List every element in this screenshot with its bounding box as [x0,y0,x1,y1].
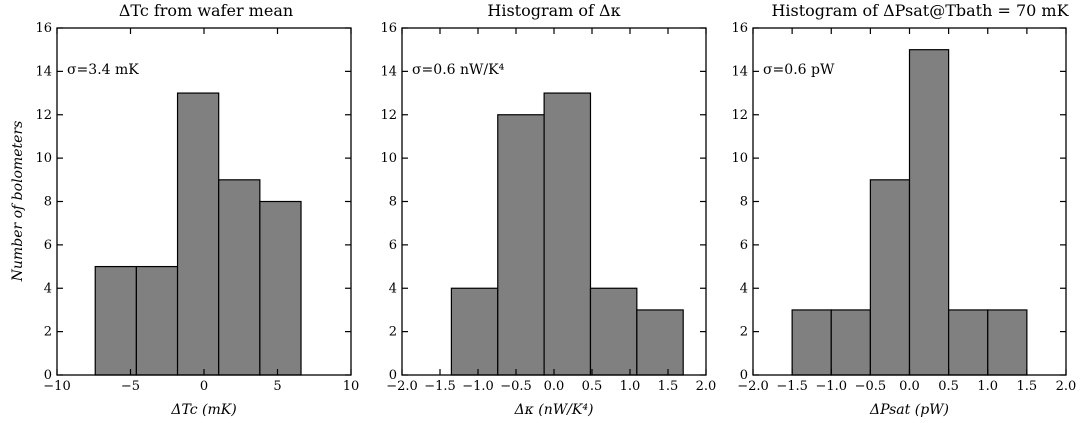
x-tick-label: 0.5 [582,379,603,394]
panel-delta-kappa: −2.0 −1.5 −1.0 −0.5 0.0 0.5 1.0 1.5 2.0 0 2 4 6 8 10 12… [380,1,716,418]
y-tick-label: 2 [740,325,748,340]
y-tick-label: 6 [44,238,52,253]
x-tick-label: 2.0 [1056,379,1077,394]
sigma-annotation: σ=0.6 nW/K⁴ [412,62,505,78]
x-tick-label: 1.5 [1017,379,1038,394]
histogram-bar [497,114,545,376]
x-tick-label: −2.0 [386,379,418,394]
histogram-bar [94,265,137,376]
x-tick-label: −1.5 [424,379,456,394]
y-tick-label: 4 [740,281,748,296]
sigma-annotation: σ=0.6 pW [763,62,835,78]
x-tick-label: −5 [121,379,140,394]
histogram-bar [176,92,220,376]
panel-delta-psat: −2.0 −1.5 −1.0 −0.5 0.0 0.5 1.0 1.5 2.0 0 2 4 6 8 10 12… [731,1,1076,418]
x-tick-label: 0.5 [938,379,959,394]
x-tick-label: 0.0 [544,379,565,394]
x-tick-label: 1.0 [977,379,998,394]
x-tick-label: −0.5 [855,379,887,394]
x-tick-label: −1.5 [776,379,808,394]
histogram-bar [636,309,684,376]
histogram-bar [987,309,1028,376]
histogram-bar [830,309,871,376]
chart-title: Histogram of Δκ [487,1,620,20]
histogram-bar [218,179,261,376]
x-tick-label: −2.0 [737,379,769,394]
y-tick-label: 2 [44,325,52,340]
y-tick-label: 10 [731,151,748,166]
y-tick-label: 4 [389,281,397,296]
y-tick-label: 10 [380,151,397,166]
x-tick-label: 1.0 [620,379,641,394]
x-tick-label: −10 [43,379,70,394]
y-tick-label: 12 [731,108,748,123]
panel-delta-tc: −10 −5 0 5 10 0 2 4 6 8 10 12 14 16 ΔTc from wafer mea… [35,1,359,418]
y-tick-label: 16 [731,21,748,36]
y-tick-label: 6 [389,238,397,253]
x-axis-label: ΔPsat (pW) [869,402,949,418]
x-tick-label: 10 [343,379,360,394]
histogram-bar [259,200,302,376]
y-tick-label: 4 [44,281,52,296]
histogram-bar [908,49,950,376]
y-tick-label: 12 [35,108,52,123]
x-tick-label: 1.5 [658,379,679,394]
y-tick-label: 2 [389,325,397,340]
x-tick-label: −0.5 [500,379,532,394]
y-tick-label: 8 [740,195,748,210]
y-tick-label: 6 [740,238,748,253]
x-tick-label: 0.0 [899,379,920,394]
y-tick-label: 16 [35,21,52,36]
y-tick-label: 0 [389,368,397,383]
x-tick-label: 5 [273,379,281,394]
histogram-bar [450,287,499,376]
histogram-bar [589,287,638,376]
histogram-bar [543,92,592,376]
histogram-bar [869,179,911,376]
x-tick-label: 0 [200,379,208,394]
y-tick-label: 14 [731,64,748,79]
y-tick-label: 16 [380,21,397,36]
y-axis-label: Number of bolometers [10,121,26,283]
x-axis-label: ΔTc (mK) [170,402,236,418]
y-tick-label: 14 [380,64,397,79]
y-tick-label: 12 [380,108,397,123]
chart-title: Histogram of ΔPsat@Tbath = 70 mK [771,1,1069,20]
histogram-bar [948,309,989,376]
sigma-annotation: σ=3.4 mK [67,62,139,78]
y-tick-label: 10 [35,151,52,166]
y-tick-label: 0 [740,368,748,383]
x-axis-label: Δκ (nW/K⁴) [514,402,594,418]
y-tick-label: 0 [44,368,52,383]
x-tick-label: −1.0 [462,379,494,394]
histogram-bar [791,309,832,376]
y-tick-label: 8 [44,195,52,210]
x-tick-label: 2.0 [696,379,717,394]
chart-title: ΔTc from wafer mean [119,1,293,20]
y-tick-label: 14 [35,64,52,79]
x-tick-label: −1.0 [815,379,847,394]
histogram-bar [135,265,179,376]
y-tick-label: 8 [389,195,397,210]
